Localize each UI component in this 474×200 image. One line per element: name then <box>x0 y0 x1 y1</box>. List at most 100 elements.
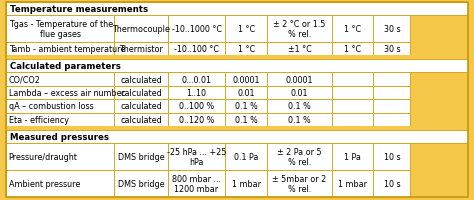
Text: 1 Pa: 1 Pa <box>344 152 361 161</box>
Bar <box>374 143 410 170</box>
Text: 0.01: 0.01 <box>237 89 255 98</box>
Text: 0..120 %: 0..120 % <box>179 115 214 124</box>
Bar <box>332 113 374 127</box>
Bar <box>114 143 168 170</box>
Bar <box>6 100 114 113</box>
Bar <box>168 143 226 170</box>
Bar <box>332 16 374 43</box>
Bar <box>226 100 267 113</box>
Bar <box>226 170 267 197</box>
Bar <box>6 60 468 73</box>
Text: 1 mbar: 1 mbar <box>232 179 261 188</box>
Text: 0...0.01: 0...0.01 <box>182 75 211 84</box>
Bar <box>168 73 226 86</box>
Bar <box>114 113 168 127</box>
Text: ± 2 Pa or 5
% rel.: ± 2 Pa or 5 % rel. <box>277 147 322 166</box>
Text: Thermocouple: Thermocouple <box>112 25 170 34</box>
Text: Tamb - ambient temperature: Tamb - ambient temperature <box>9 45 125 54</box>
Bar <box>226 143 267 170</box>
Bar <box>6 143 114 170</box>
Bar <box>267 73 332 86</box>
Bar <box>168 100 226 113</box>
Bar <box>226 73 267 86</box>
Bar <box>267 16 332 43</box>
Bar <box>114 43 168 56</box>
Bar <box>168 86 226 100</box>
Text: 0.1 Pa: 0.1 Pa <box>234 152 258 161</box>
Bar <box>267 170 332 197</box>
Text: 1..10: 1..10 <box>187 89 207 98</box>
Bar <box>6 43 114 56</box>
Bar <box>168 170 226 197</box>
Text: Eta - efficiency: Eta - efficiency <box>9 115 69 124</box>
Text: 1 °C: 1 °C <box>344 25 361 34</box>
Text: 30 s: 30 s <box>383 45 400 54</box>
Bar <box>226 43 267 56</box>
Bar <box>6 86 114 100</box>
Bar <box>374 86 410 100</box>
Bar <box>114 100 168 113</box>
Bar <box>6 170 114 197</box>
Text: 800 mbar ...
1200 mbar: 800 mbar ... 1200 mbar <box>172 174 221 193</box>
Text: Calculated parameters: Calculated parameters <box>9 62 120 71</box>
Bar <box>168 113 226 127</box>
Text: Ambient pressure: Ambient pressure <box>9 179 80 188</box>
Bar <box>6 127 468 131</box>
Bar <box>6 56 468 60</box>
Text: calculated: calculated <box>120 115 162 124</box>
Text: ± 2 °C or 1.5
% rel.: ± 2 °C or 1.5 % rel. <box>273 20 326 39</box>
Text: calculated: calculated <box>120 89 162 98</box>
Text: 0..100 %: 0..100 % <box>179 102 214 111</box>
Bar <box>267 86 332 100</box>
Text: 0.1 %: 0.1 % <box>235 115 258 124</box>
Bar <box>374 100 410 113</box>
Text: 0.1 %: 0.1 % <box>288 102 311 111</box>
Bar <box>267 100 332 113</box>
Text: Tgas - Temperature of the
flue gases: Tgas - Temperature of the flue gases <box>9 20 113 39</box>
Text: 1 °C: 1 °C <box>237 45 255 54</box>
Text: 1 °C: 1 °C <box>237 25 255 34</box>
Text: 0.0001: 0.0001 <box>233 75 260 84</box>
Text: Measured pressures: Measured pressures <box>9 132 109 141</box>
Bar <box>332 73 374 86</box>
Bar <box>114 16 168 43</box>
Text: 10 s: 10 s <box>383 179 400 188</box>
Text: DMS bridge: DMS bridge <box>118 179 164 188</box>
Bar <box>168 16 226 43</box>
Text: -10..100 °C: -10..100 °C <box>174 45 219 54</box>
Bar <box>226 16 267 43</box>
Text: 0.1 %: 0.1 % <box>288 115 311 124</box>
Text: Pressure/draught: Pressure/draught <box>9 152 78 161</box>
Text: 0.1 %: 0.1 % <box>235 102 258 111</box>
Text: ±1 °C: ±1 °C <box>288 45 311 54</box>
Bar <box>226 113 267 127</box>
Bar <box>114 73 168 86</box>
Bar <box>267 143 332 170</box>
Text: -25 hPa ... +25
hPa: -25 hPa ... +25 hPa <box>167 147 226 166</box>
Text: 0.01: 0.01 <box>291 89 308 98</box>
Bar <box>374 73 410 86</box>
Bar <box>332 170 374 197</box>
Text: Thermistor: Thermistor <box>119 45 163 54</box>
Text: DMS bridge: DMS bridge <box>118 152 164 161</box>
Text: 1 mbar: 1 mbar <box>338 179 367 188</box>
Bar <box>6 3 468 16</box>
Text: CO/CO2: CO/CO2 <box>9 75 41 84</box>
Bar <box>6 113 114 127</box>
Bar <box>168 43 226 56</box>
Bar <box>267 113 332 127</box>
Bar <box>267 43 332 56</box>
Bar <box>374 16 410 43</box>
Bar <box>114 170 168 197</box>
Bar <box>226 86 267 100</box>
Text: 10 s: 10 s <box>383 152 400 161</box>
Text: qA – combustion loss: qA – combustion loss <box>9 102 93 111</box>
Text: 30 s: 30 s <box>383 25 400 34</box>
Text: Lambda – excess air number: Lambda – excess air number <box>9 89 125 98</box>
Bar <box>332 86 374 100</box>
Bar <box>6 131 468 143</box>
Bar <box>332 143 374 170</box>
Text: ± 5mbar or 2
% rel.: ± 5mbar or 2 % rel. <box>273 174 327 193</box>
Text: calculated: calculated <box>120 102 162 111</box>
Bar <box>374 170 410 197</box>
